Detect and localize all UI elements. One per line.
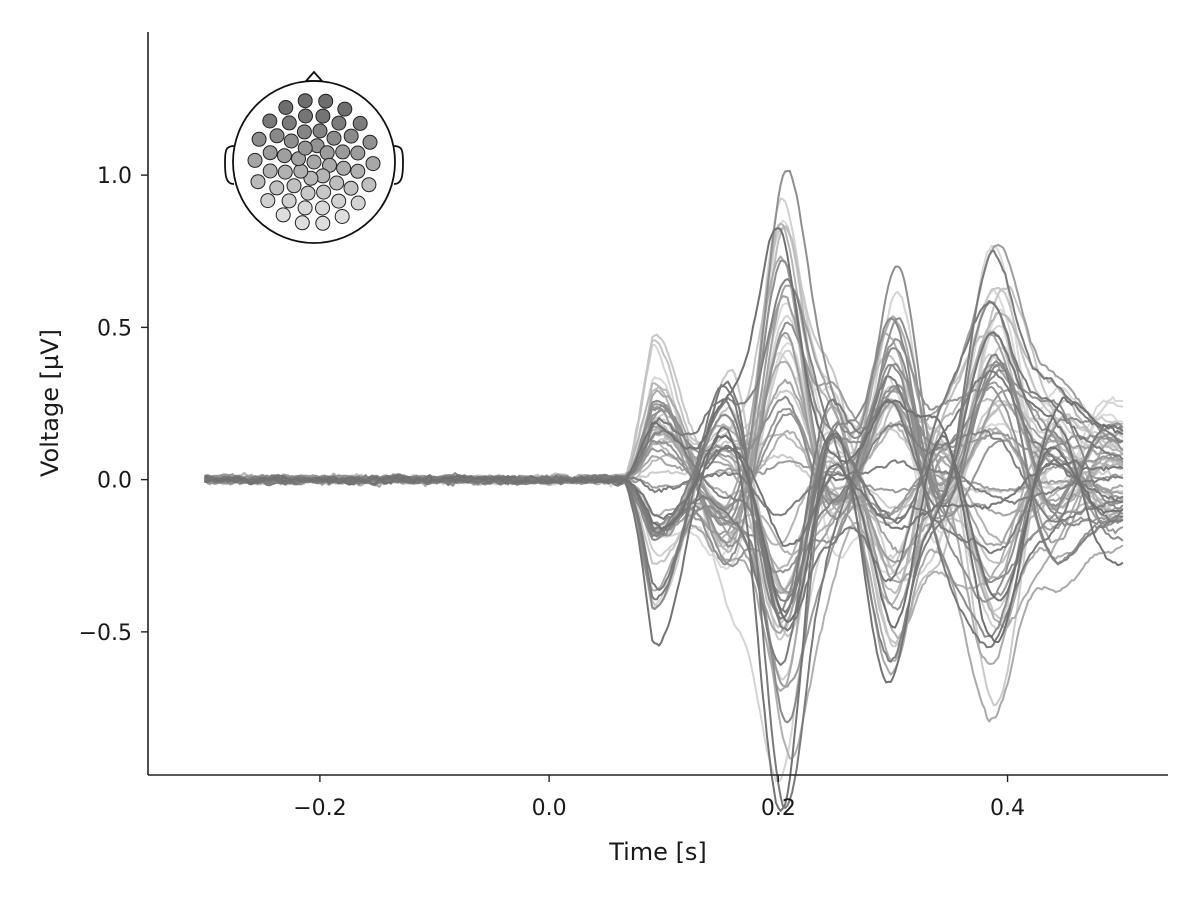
sensor-dot <box>293 163 309 179</box>
sensor-dot <box>281 115 297 131</box>
channel-trace <box>204 255 1124 665</box>
y-tick-label: −0.5 <box>79 621 132 646</box>
sensor-dot <box>329 175 345 191</box>
sensor-dot <box>262 163 278 179</box>
head-right-ear <box>393 145 404 185</box>
sensor-dot <box>300 185 316 201</box>
y-tick-label: 0.5 <box>97 316 132 341</box>
sensor-dot <box>298 108 313 124</box>
sensor-dot <box>315 200 330 216</box>
sensor-topomap-inset <box>224 70 404 244</box>
sensor-dot <box>297 140 313 156</box>
sensor-dot <box>336 160 352 176</box>
sensor-dot <box>331 115 347 131</box>
head-nose <box>303 70 325 82</box>
sensor-dot <box>291 151 306 167</box>
sensor-dot <box>315 215 331 231</box>
sensor-dot <box>286 178 302 194</box>
sensor-dot <box>250 174 266 190</box>
sensor-dot <box>276 148 292 164</box>
sensor-dot <box>294 215 310 231</box>
sensor-dot <box>269 180 285 196</box>
sensor-dot <box>318 93 334 109</box>
sensor-dot <box>335 144 351 160</box>
x-tick-label: −0.2 <box>293 796 346 821</box>
sensor-dot <box>247 152 263 168</box>
sensor-dot <box>297 93 313 109</box>
x-tick-label: 0.0 <box>532 796 567 821</box>
sensor-dot <box>350 163 366 179</box>
sensor-dot <box>315 108 331 124</box>
sensor-dot <box>251 131 267 147</box>
sensor-dot <box>316 184 332 200</box>
sensor-dot <box>277 164 293 180</box>
sensor-dot <box>343 180 359 196</box>
channel-traces <box>204 169 1124 812</box>
sensor-dot <box>362 134 378 150</box>
sensor-dot <box>269 128 285 144</box>
sensor-dot <box>326 130 342 146</box>
x-axis-title: Time [s] <box>608 838 707 866</box>
sensor-dot <box>296 124 312 140</box>
head-left-ear <box>224 145 235 185</box>
sensor-dot <box>322 157 337 173</box>
channel-trace <box>204 375 1124 809</box>
x-ticks: −0.2 0.0 0.2 0.4 <box>293 775 1025 821</box>
sensor-dot <box>278 100 294 115</box>
sensor-dot <box>262 145 278 161</box>
sensor-dot <box>337 101 353 117</box>
y-ticks: −0.5 0.0 0.5 1.0 <box>79 164 148 646</box>
sensor-dot <box>281 193 297 209</box>
sensor-dot <box>365 156 381 172</box>
channel-trace <box>204 434 1124 629</box>
sensor-dot <box>331 193 347 209</box>
channel-trace <box>204 227 1124 644</box>
axes <box>147 32 1168 776</box>
y-axis-title: Voltage [µV] <box>36 329 64 477</box>
sensor-dot <box>260 193 276 209</box>
y-tick-label: 1.0 <box>97 164 132 189</box>
x-tick-label: 0.4 <box>990 796 1025 821</box>
sensor-dot <box>312 123 328 139</box>
sensor-dot <box>303 170 319 186</box>
sensor-dot <box>283 133 299 149</box>
sensor-dot <box>361 177 377 193</box>
sensor-dot <box>297 200 313 216</box>
sensor-dot <box>306 154 322 170</box>
sensor-dot <box>334 209 350 224</box>
y-tick-label: 0.0 <box>97 469 132 494</box>
sensor-dot <box>319 145 335 161</box>
x-tick-label: 0.2 <box>761 796 796 821</box>
sensor-dots <box>247 93 381 231</box>
sensor-dot <box>262 113 278 129</box>
sensor-dot <box>343 128 359 144</box>
sensor-dot <box>350 145 366 161</box>
sensor-dot <box>352 115 368 131</box>
sensor-dot <box>350 195 366 211</box>
sensor-dot <box>275 207 291 223</box>
